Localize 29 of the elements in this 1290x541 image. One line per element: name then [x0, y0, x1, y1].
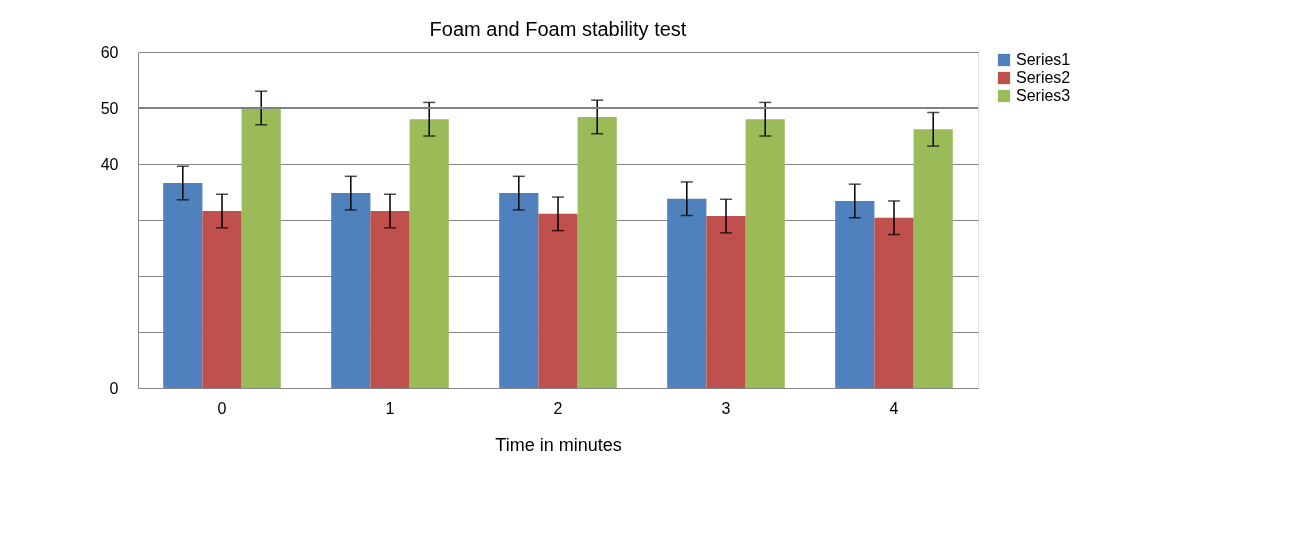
x-axis-title: Time in minutes — [495, 434, 622, 455]
x-tick-label: 2 — [553, 399, 563, 417]
bar — [409, 119, 449, 388]
x-tick-label: 4 — [889, 399, 899, 417]
bar — [370, 211, 410, 388]
bar — [913, 129, 953, 388]
bar — [331, 193, 371, 388]
bar — [874, 217, 914, 388]
bar — [499, 193, 539, 388]
y-tick-label: 0 — [109, 379, 119, 397]
bar — [835, 200, 875, 388]
bar — [667, 198, 707, 388]
legend-label: Series2 — [1016, 69, 1071, 86]
y-tick-label: 60 — [100, 43, 119, 61]
bar — [538, 213, 578, 388]
x-tick-label: 3 — [721, 399, 731, 417]
x-tick-label: 1 — [385, 399, 395, 417]
chart-title: Foam and Foam stability test — [429, 18, 687, 40]
bar — [202, 211, 242, 388]
x-tick-label: 0 — [217, 399, 227, 417]
legend-label: Series3 — [1016, 87, 1071, 104]
bar — [163, 183, 203, 388]
legend-label: Series1 — [1016, 51, 1071, 68]
bar — [706, 216, 746, 388]
bar — [577, 116, 617, 388]
y-tick-label: 40 — [100, 155, 119, 173]
bar — [241, 108, 281, 388]
y-tick-label: 50 — [100, 99, 119, 117]
bar — [745, 119, 785, 388]
